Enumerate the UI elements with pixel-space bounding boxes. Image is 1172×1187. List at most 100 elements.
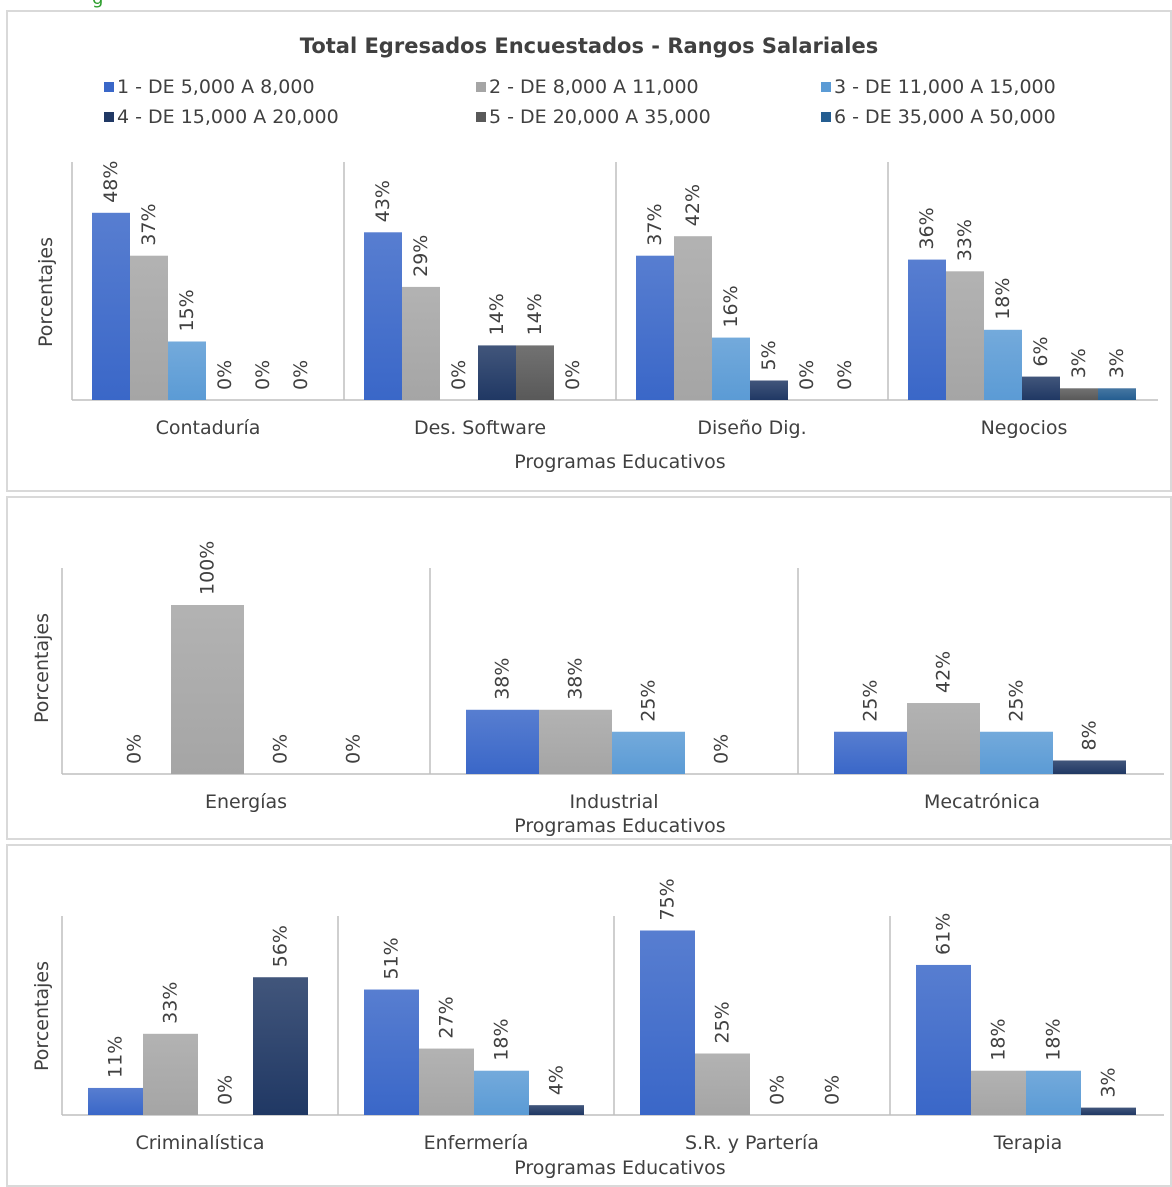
data-label: 33% bbox=[160, 982, 182, 1024]
legend-label-1: 1 - DE 5,000 A 8,000 bbox=[117, 76, 315, 98]
legend-swatch-1 bbox=[104, 82, 114, 92]
bar-des-software-s2 bbox=[402, 286, 440, 400]
bar-contaduria-s1 bbox=[92, 212, 130, 400]
legend-item-4: 4 - DE 15,000 A 20,000 bbox=[104, 106, 339, 128]
data-label: 25% bbox=[712, 1001, 734, 1043]
data-label: 3% bbox=[1106, 348, 1128, 378]
bar-diseno-dig-s1 bbox=[636, 255, 674, 400]
data-label: 6% bbox=[1030, 336, 1052, 366]
legend-swatch-4 bbox=[104, 112, 114, 122]
legend-label-2: 2 - DE 8,000 A 11,000 bbox=[489, 76, 699, 98]
category-label: Criminalística bbox=[135, 1132, 264, 1154]
category-label: Diseño Dig. bbox=[697, 417, 806, 439]
data-label: 100% bbox=[197, 541, 219, 595]
y-axis-title: Porcentajes bbox=[31, 613, 53, 723]
data-label: 0% bbox=[562, 360, 584, 390]
bar-diseno-dig-s2 bbox=[674, 236, 712, 400]
data-label: 18% bbox=[992, 278, 1014, 320]
category-label: Contaduría bbox=[156, 417, 261, 439]
data-label: 25% bbox=[860, 680, 882, 722]
data-label: 36% bbox=[916, 207, 938, 249]
data-label: 15% bbox=[176, 289, 198, 331]
bar-enfermeria-s2 bbox=[419, 1048, 474, 1115]
chart-panel-2: 0% 100% 0% 0% Energías 38% 38% 25% 0% Industrial 2… bbox=[6, 496, 1172, 840]
category-label: Industrial bbox=[569, 791, 658, 813]
bar-criminalistica-s1 bbox=[88, 1087, 143, 1115]
bar-negocios-s5 bbox=[1060, 388, 1098, 400]
bar-negocios-s3 bbox=[984, 329, 1022, 400]
bar-terapia-s4 bbox=[1081, 1107, 1136, 1115]
chart-1-plot: 48% 37% 15% 0% 0% 0% Contaduría 43% 29% 0% 14% 14% 0… bbox=[35, 161, 1158, 473]
bar-terapia-s2 bbox=[971, 1070, 1026, 1115]
data-label: 11% bbox=[105, 1036, 127, 1078]
legend-label-4: 4 - DE 15,000 A 20,000 bbox=[117, 106, 339, 128]
data-label: 25% bbox=[638, 680, 660, 722]
data-label: 0% bbox=[796, 360, 818, 390]
bar-enfermeria-s1 bbox=[364, 989, 419, 1115]
data-label: 4% bbox=[546, 1065, 568, 1095]
data-label: 37% bbox=[138, 203, 160, 245]
data-label: 48% bbox=[100, 161, 122, 203]
category-label: Negocios bbox=[981, 417, 1068, 439]
bar-diseno-dig-s4 bbox=[750, 380, 788, 400]
category-label: S.R. y Partería bbox=[685, 1132, 819, 1154]
legend-swatch-3 bbox=[821, 82, 831, 92]
data-label: 18% bbox=[491, 1018, 513, 1060]
data-label: 0% bbox=[767, 1075, 789, 1105]
bar-des-software-s1 bbox=[364, 232, 402, 400]
top-strip: g bbox=[0, 0, 1172, 10]
bar-des-software-s5 bbox=[516, 345, 554, 400]
data-label: 0% bbox=[822, 1075, 844, 1105]
data-label: 18% bbox=[1043, 1018, 1065, 1060]
data-label: 61% bbox=[933, 913, 955, 955]
data-label: 51% bbox=[381, 937, 403, 979]
data-label: 0% bbox=[124, 734, 146, 764]
chart-panel-3: 11% 33% 0% 56% Criminalística 51% 27% 18% 4% Enfe… bbox=[6, 844, 1172, 1187]
data-label: 25% bbox=[1006, 680, 1028, 722]
bar-contaduria-s3 bbox=[168, 341, 206, 400]
bar-terapia-s1 bbox=[916, 964, 971, 1115]
chart-panel-1: Total Egresados Encuestados - Rangos Sal… bbox=[6, 10, 1172, 492]
bar-mecatronica-s1 bbox=[834, 731, 907, 774]
x-axis-title: Programas Educativos bbox=[514, 1157, 725, 1179]
legend-swatch-2 bbox=[476, 82, 486, 92]
bar-industrial-s3 bbox=[612, 731, 685, 774]
bar-des-software-s4 bbox=[478, 345, 516, 400]
legend-item-5: 5 - DE 20,000 A 35,000 bbox=[476, 106, 711, 128]
data-label: 0% bbox=[343, 734, 365, 764]
data-label: 43% bbox=[372, 180, 394, 222]
bar-criminalistica-s4 bbox=[253, 977, 308, 1115]
legend-swatch-6 bbox=[821, 112, 831, 122]
data-label: 27% bbox=[436, 996, 458, 1038]
chart-3-plot: 11% 33% 0% 56% Criminalística 51% 27% 18% 4% Enfe… bbox=[31, 878, 1164, 1179]
bar-s-r-y-parteria-s2 bbox=[695, 1053, 750, 1115]
data-label: 16% bbox=[720, 285, 742, 327]
data-label: 0% bbox=[711, 734, 733, 764]
data-label: 38% bbox=[492, 658, 514, 700]
bar-negocios-s4 bbox=[1022, 376, 1060, 400]
bar-mecatronica-s3 bbox=[980, 731, 1053, 774]
data-label: 0% bbox=[215, 1075, 237, 1105]
bar-terapia-s3 bbox=[1026, 1070, 1081, 1115]
category-label: Terapia bbox=[993, 1132, 1063, 1154]
data-label: 18% bbox=[988, 1018, 1010, 1060]
bar-contaduria-s2 bbox=[130, 255, 168, 400]
data-label: 0% bbox=[834, 360, 856, 390]
data-label: 14% bbox=[486, 293, 508, 335]
category-label: Energías bbox=[205, 791, 287, 813]
bar-industrial-s1 bbox=[466, 709, 539, 774]
data-label: 0% bbox=[270, 734, 292, 764]
data-label: 38% bbox=[565, 658, 587, 700]
legend-swatch-5 bbox=[476, 112, 486, 122]
legend-item-6: 6 - DE 35,000 A 50,000 bbox=[821, 106, 1056, 128]
data-label: 75% bbox=[657, 878, 679, 920]
bar-negocios-s1 bbox=[908, 259, 946, 400]
y-axis-title: Porcentajes bbox=[35, 237, 57, 347]
data-label: 56% bbox=[270, 925, 292, 967]
data-label: 5% bbox=[758, 340, 780, 370]
bar-diseno-dig-s3 bbox=[712, 337, 750, 400]
bar-enfermeria-s3 bbox=[474, 1070, 529, 1115]
legend-label-6: 6 - DE 35,000 A 50,000 bbox=[834, 106, 1056, 128]
legend-label-3: 3 - DE 11,000 A 15,000 bbox=[834, 76, 1056, 98]
legend-item-1: 1 - DE 5,000 A 8,000 bbox=[104, 76, 315, 98]
